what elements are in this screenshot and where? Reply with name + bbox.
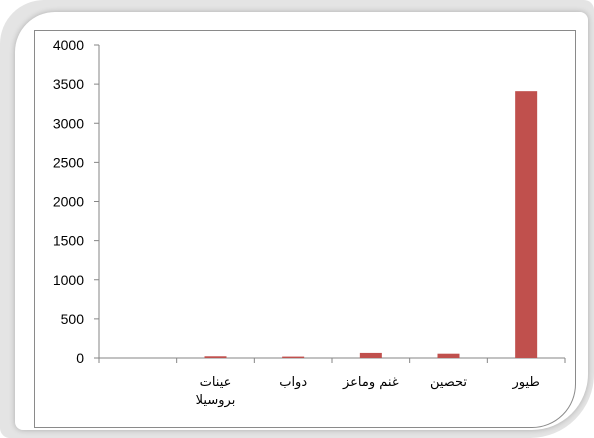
bar bbox=[204, 356, 227, 358]
bar bbox=[282, 356, 305, 358]
y-tick-label: 3000 bbox=[53, 115, 84, 131]
x-category-label: طيور bbox=[512, 375, 540, 390]
y-tick-label: 4000 bbox=[53, 37, 84, 53]
y-tick-label: 0 bbox=[76, 350, 84, 366]
chart-area bbox=[34, 30, 576, 428]
bar bbox=[515, 91, 538, 358]
x-category-label: غنم وماعز bbox=[342, 375, 399, 390]
bars bbox=[204, 91, 538, 358]
y-tick-label: 1000 bbox=[53, 272, 84, 288]
y-tick-label: 2000 bbox=[53, 194, 84, 210]
x-axis-ticks bbox=[98, 358, 566, 363]
x-category-label: عينات بروسيلا bbox=[196, 375, 236, 408]
y-tick-label: 2500 bbox=[53, 154, 84, 170]
axes bbox=[98, 45, 565, 359]
bar bbox=[437, 353, 460, 358]
category-labels: طيور تحصين غنم وماعز دواب عينات بروسيلا bbox=[196, 375, 540, 408]
x-category-label: دواب bbox=[279, 375, 307, 390]
x-category-label: تحصين bbox=[430, 375, 467, 390]
y-tick-label: 3500 bbox=[53, 76, 84, 92]
y-axis-ticks: 0 500 1000 1500 2000 2500 3000 3500 4000 bbox=[53, 37, 99, 366]
y-tick-label: 500 bbox=[61, 311, 85, 327]
y-tick-label: 1500 bbox=[53, 233, 84, 249]
bar bbox=[359, 352, 382, 358]
